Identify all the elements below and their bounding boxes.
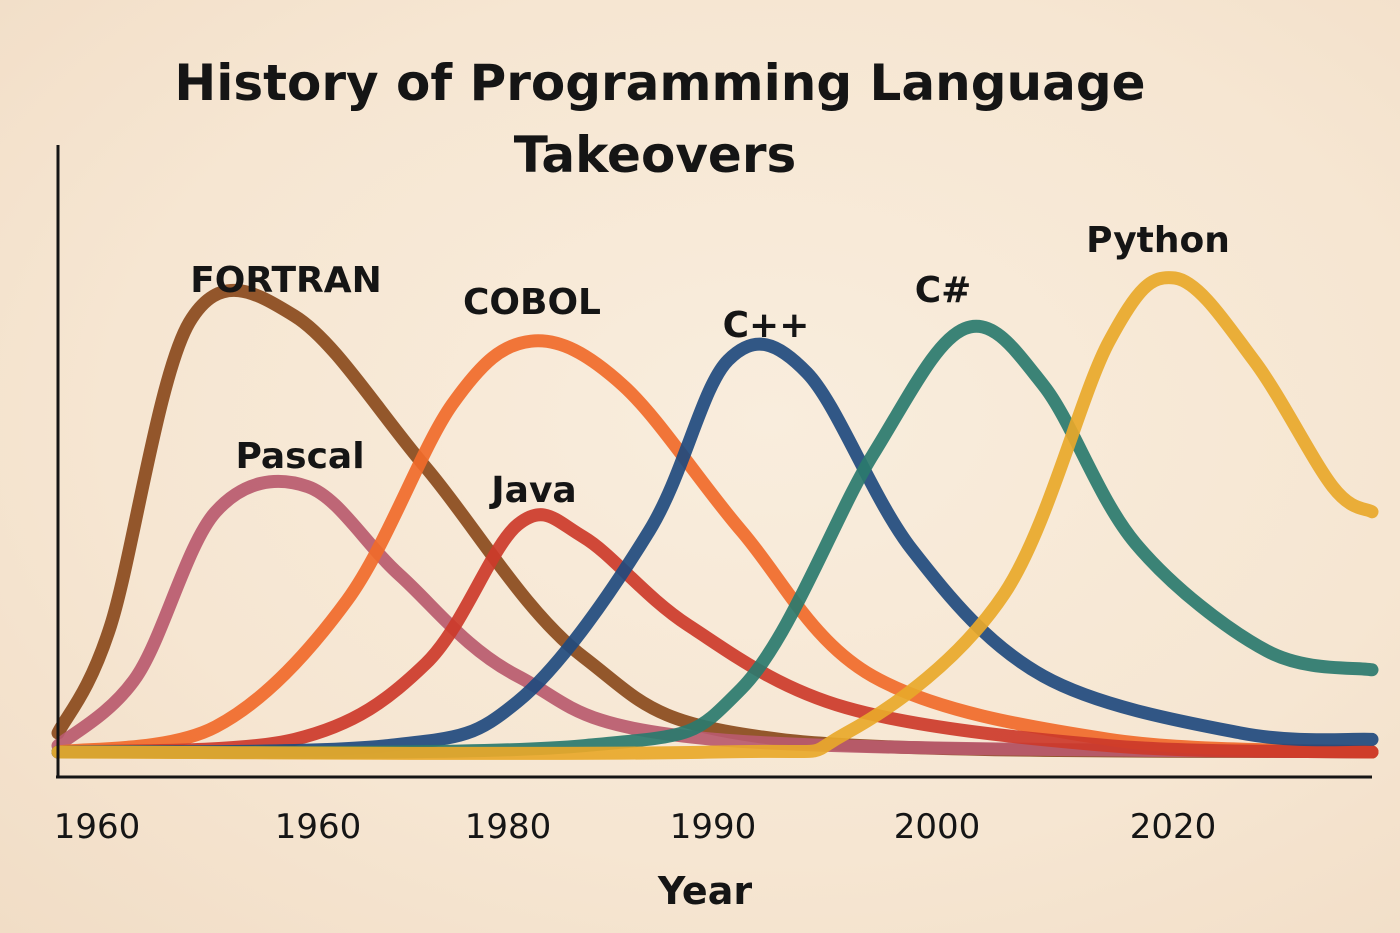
series-label-fortran: FORTRAN (190, 260, 382, 301)
series-label-pascal: Pascal (235, 436, 364, 477)
series-line-fortran (51, 283, 1379, 759)
x-tick-label: 2020 (1130, 807, 1217, 847)
x-axis-title: Year (657, 869, 752, 913)
x-tick-label: 1960 (54, 807, 141, 847)
series-line-python (51, 271, 1379, 760)
x-tick-label: 1960 (275, 807, 362, 847)
chart-title-line-2: Takeovers (514, 126, 797, 184)
x-tick-label: 2000 (894, 807, 981, 847)
series-line-cobol (51, 334, 1379, 759)
series-label-python: Python (1086, 220, 1230, 261)
series-curves (51, 271, 1379, 760)
chart-title-line-1: History of Programming Language (174, 54, 1145, 112)
x-tick-label: 1980 (465, 807, 552, 847)
series-label-cobol: COBOL (463, 282, 601, 323)
series-line-java (51, 508, 1379, 759)
series-label-cpp: C++ (723, 305, 810, 346)
series-label-java: Java (488, 470, 576, 511)
x-tick-label: 1990 (670, 807, 757, 847)
series-line-pascal (51, 474, 1379, 759)
series-line-cpp (51, 337, 1379, 759)
series-label-csharp: C# (915, 270, 972, 311)
